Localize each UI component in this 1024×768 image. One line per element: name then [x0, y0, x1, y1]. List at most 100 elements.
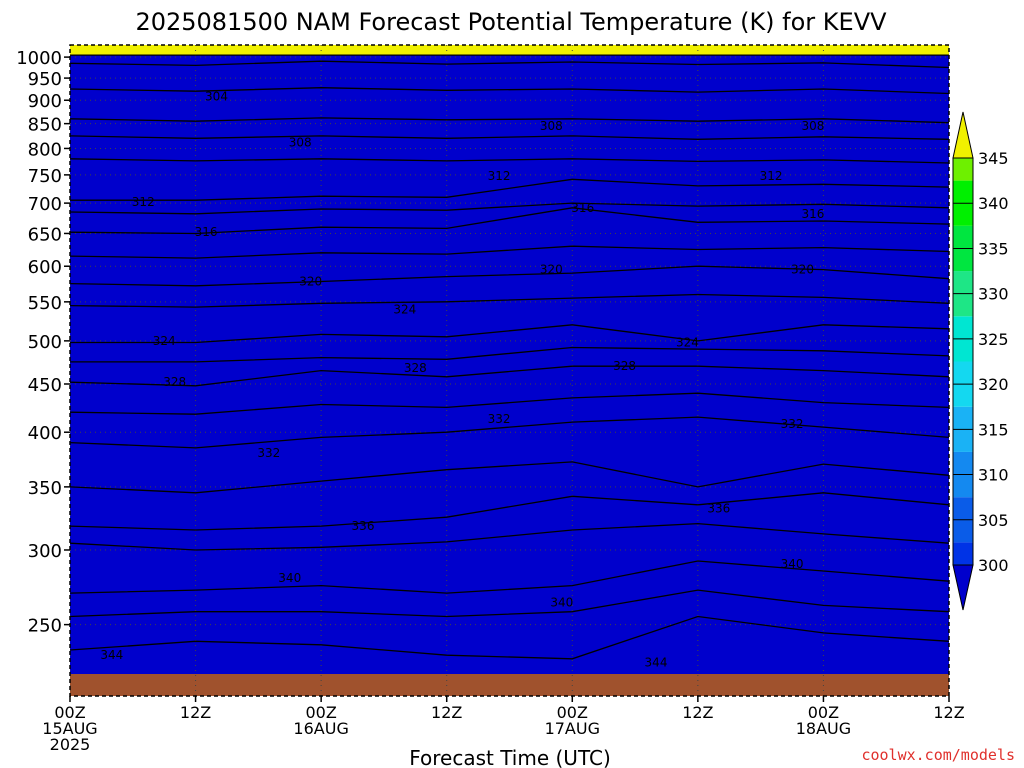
y-tick-label: 1000	[16, 48, 62, 69]
contour-label: 340	[550, 595, 573, 609]
contour-line-324	[70, 324, 949, 344]
contour-label: 308	[802, 119, 825, 133]
colorbar-bottom-arrow	[952, 564, 974, 611]
colorbar-swatch	[953, 225, 973, 249]
contour-label: 308	[540, 119, 563, 133]
chart-title: 2025081500 NAM Forecast Potential Temper…	[135, 8, 887, 36]
contour-label: 332	[488, 412, 511, 426]
contour-label: 316	[195, 225, 218, 239]
contour-line-304	[70, 87, 949, 95]
contour-label: 316	[571, 201, 594, 215]
contour-label: 312	[488, 169, 511, 183]
y-tick-label: 950	[28, 69, 62, 90]
colorbar-swatch	[953, 497, 973, 520]
colorbar-swatch	[953, 293, 973, 317]
contour-line-320	[70, 265, 949, 287]
x-tick-label: 00Z	[305, 703, 336, 722]
colorbar-swatch	[953, 203, 973, 226]
colorbar-swatch	[953, 451, 973, 475]
x-tick-label: 12Z	[180, 703, 211, 722]
contour-line-322	[70, 293, 949, 308]
contour-label: 328	[163, 375, 186, 389]
x-tick-label: 2025	[50, 735, 91, 754]
x-tick-label: 17AUG	[545, 719, 600, 738]
contour-label: 324	[393, 302, 416, 316]
x-tick-label: 16AUG	[293, 719, 348, 738]
y-tick-label: 600	[28, 257, 62, 278]
y-tick-label: 900	[28, 91, 62, 112]
y-tick-label: 500	[28, 332, 62, 353]
x-tick-label: 12Z	[431, 703, 462, 722]
contour-label: 344	[645, 655, 668, 669]
colorbar-swatch	[953, 271, 973, 294]
contour-line-308	[70, 135, 949, 140]
contour-line-342	[70, 589, 949, 618]
contour-line-332	[70, 416, 949, 449]
contour-labels: 344 340 336 340 344 340 336 332 332 332 328 328 328 3…	[100, 90, 824, 670]
contour-label: 320	[540, 263, 563, 277]
y-tick-label: 250	[28, 616, 62, 637]
colorbar-swatch	[953, 338, 973, 362]
y-tick-label: 300	[28, 541, 62, 562]
colorbar-label: 330	[978, 285, 1009, 304]
contour-label: 316	[802, 207, 825, 221]
colorbar-label: 340	[978, 194, 1009, 213]
x-tick-label: 12Z	[933, 703, 964, 722]
contour-line-344	[70, 615, 949, 660]
y-tick-label: 800	[28, 139, 62, 160]
colorbar-label: 300	[978, 556, 1009, 575]
colorbar-label: 320	[978, 375, 1009, 394]
colorbar-swatch	[953, 429, 973, 452]
contour-line-312	[70, 178, 949, 201]
x-tick-label: 12Z	[682, 703, 713, 722]
contour-line-316	[70, 207, 949, 235]
contour-line-318	[70, 245, 949, 259]
colorbar-label: 310	[978, 466, 1009, 485]
ground-band	[70, 674, 949, 696]
credit-link[interactable]: coolwx.com/models	[861, 746, 1015, 764]
colorbar-swatch	[953, 542, 973, 565]
x-tick-label: 00Z	[557, 703, 588, 722]
contour-line-306	[70, 117, 949, 124]
contour-label: 336	[352, 519, 375, 533]
y-tick-label: 450	[28, 375, 62, 396]
colorbar-label: 315	[978, 420, 1009, 439]
contour-line-302	[70, 60, 949, 69]
y-tick-label: 650	[28, 224, 62, 245]
plot-frame	[69, 44, 950, 697]
contour-line-340	[70, 560, 949, 594]
colorbar-top-arrow	[952, 111, 974, 159]
colorbar-label: 335	[978, 239, 1009, 258]
x-axis-label: Forecast Time (UTC)	[409, 746, 611, 768]
colorbar-swatch	[953, 519, 973, 543]
fill-band-300	[70, 55, 949, 696]
contour-label: 320	[791, 263, 814, 277]
contour-line-310	[70, 158, 949, 164]
colorbar-swatch	[953, 384, 973, 407]
x-tick-label: 18AUG	[796, 719, 851, 738]
contour-label: 336	[707, 501, 730, 515]
contour-label: 320	[299, 275, 322, 289]
colorbar-swatch	[953, 180, 973, 204]
contour-line-328	[70, 365, 949, 387]
contour-lines	[70, 54, 949, 660]
colorbar: 300 305 310 315 320 325 330 335 340 345	[952, 111, 1009, 611]
contour-label: 324	[153, 334, 176, 348]
contour-label: 328	[613, 359, 636, 373]
contour-line-336	[70, 492, 949, 531]
colorbar-swatch	[953, 361, 973, 385]
colorbar-label: 345	[978, 149, 1009, 168]
colorbar-swatch	[953, 474, 973, 498]
contour-label: 304	[205, 90, 228, 104]
contour-label: 324	[676, 336, 699, 350]
y-tick-label: 400	[28, 423, 62, 444]
y-axis: 250 300 350 400 450 500 550 600 650 700 750 800 850 9…	[16, 48, 70, 637]
contour-line-326	[70, 346, 949, 363]
contour-label: 332	[781, 417, 804, 431]
contour-line-338	[70, 522, 949, 551]
colorbar-swatch	[953, 158, 973, 181]
contour-label: 340	[278, 571, 301, 585]
colorbar-swatch	[953, 316, 973, 339]
